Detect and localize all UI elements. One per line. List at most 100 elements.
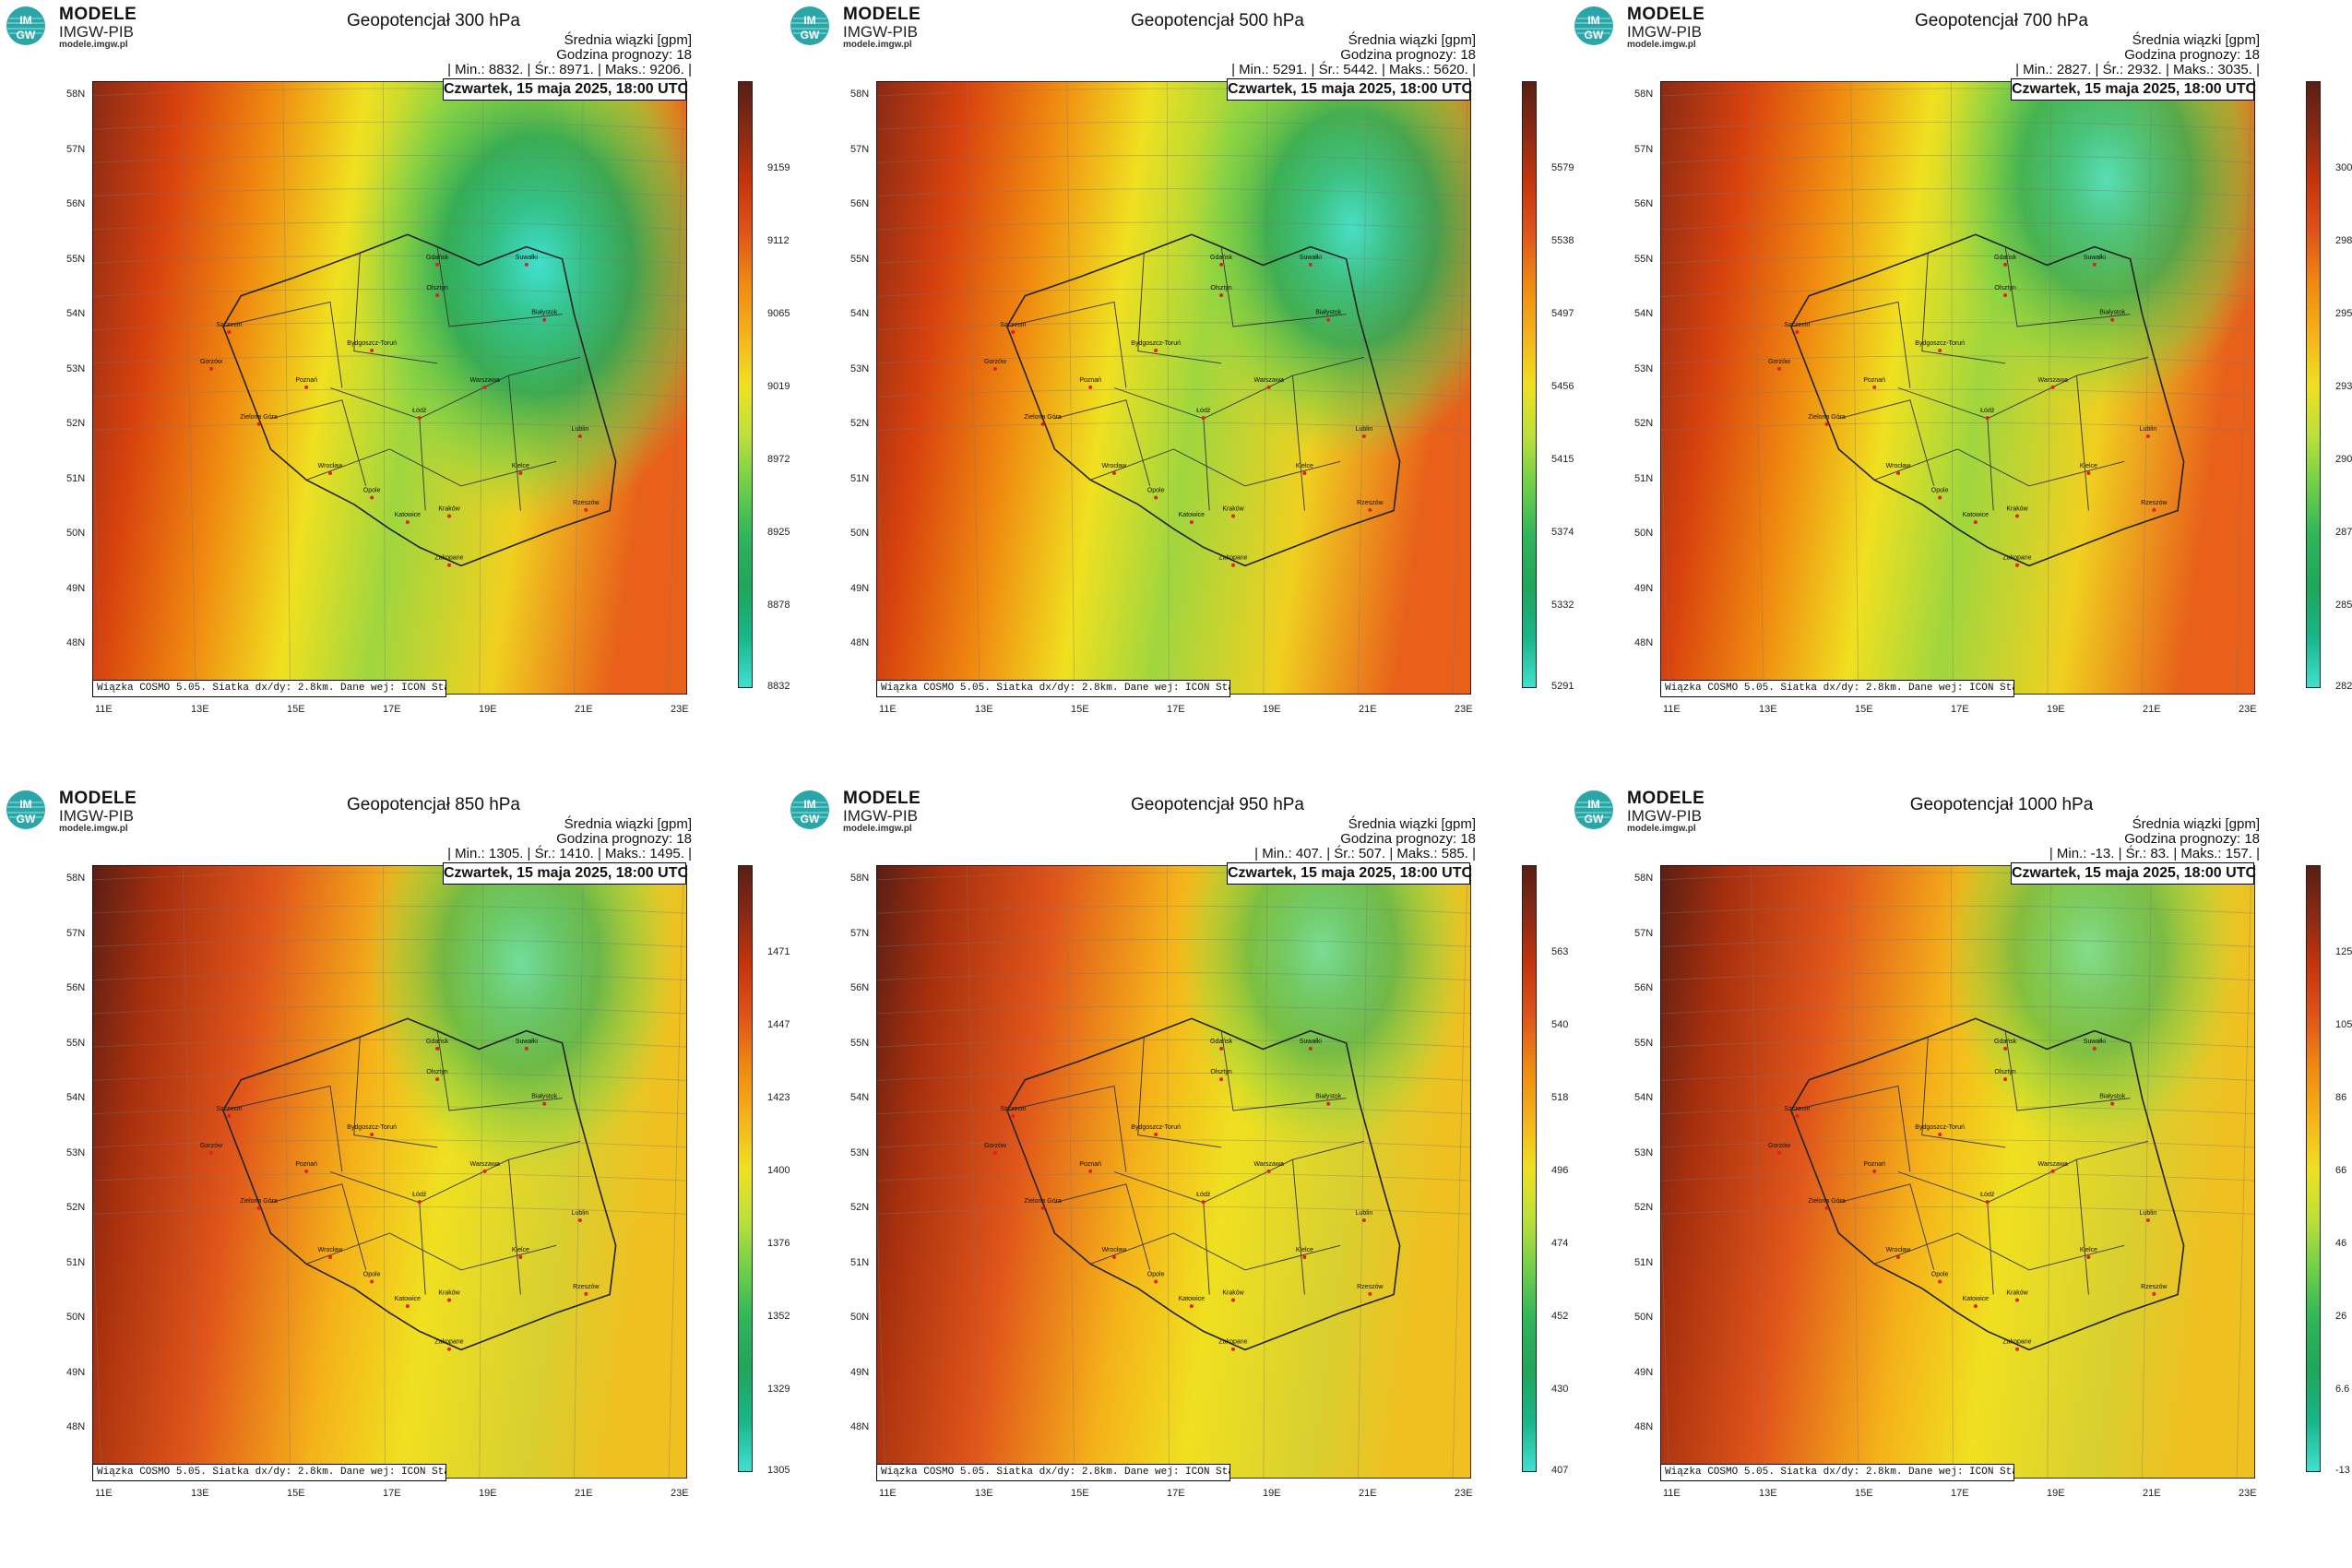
logo-bottom-text: GW	[801, 29, 820, 42]
lat-tick-label: 50N	[66, 528, 86, 539]
brand-block: MODELE IMGW-PIB modele.imgw.pl	[843, 790, 921, 834]
city-marker: Lublin	[572, 426, 589, 439]
city-label: Olsztyn	[426, 285, 447, 291]
lat-tick-label: 56N	[850, 198, 870, 209]
logo-top-text: IM	[1587, 14, 1599, 27]
city-marker: Rzeszów	[2141, 500, 2168, 512]
low-pressure-center	[364, 865, 677, 1179]
country-border	[1790, 1017, 2185, 1351]
city-label: Szczecin	[216, 1106, 242, 1112]
city-marker: Olsztyn	[426, 1069, 448, 1082]
city-dot	[1896, 1254, 1900, 1259]
city-dot	[1326, 1101, 1331, 1106]
city-marker: Wrocław	[1886, 1247, 1911, 1259]
brand-line2: IMGW-PIB	[1627, 806, 1702, 825]
imgw-logo-icon: IM GW	[790, 6, 829, 45]
region-border	[1790, 1085, 1911, 1172]
colorbar-label: 26	[2335, 1311, 2347, 1322]
brand-url: modele.imgw.pl	[843, 39, 912, 50]
logo-bottom-text: GW	[801, 813, 820, 826]
region-border	[2004, 246, 2131, 327]
region-border	[1220, 246, 1347, 327]
colorbar-label: 2905	[2335, 454, 2352, 465]
colorbar-label: 9065	[767, 308, 790, 319]
city-label: Lublin	[572, 426, 589, 433]
stats-line: | Min.: 2827. | Śr.: 2932. | Maks.: 3035…	[2015, 61, 2260, 77]
lon-tick-label: 19E	[2047, 704, 2065, 715]
city-marker: Katowice	[395, 512, 421, 525]
city-label: Poznań	[295, 377, 317, 384]
city-label: Białystok	[531, 310, 558, 316]
region-border	[1006, 1085, 1127, 1172]
city-label: Kielce	[512, 1247, 529, 1253]
region-border	[353, 253, 438, 364]
city-label: Łódź	[412, 408, 427, 414]
lat-tick-label: 55N	[66, 253, 86, 265]
city-label: Suwałki	[1300, 1039, 1323, 1045]
city-marker: Kielce	[2080, 463, 2097, 475]
lon-tick-label: 19E	[479, 704, 497, 715]
city-dot	[2015, 1298, 2019, 1302]
city-marker: Gdańsk	[426, 1039, 449, 1051]
city-dot	[1361, 434, 1366, 439]
city-label: Łódź	[1196, 408, 1211, 414]
lat-tick-label: 53N	[1634, 1146, 1654, 1158]
city-dot	[209, 366, 213, 371]
city-marker: Poznań	[295, 1161, 317, 1173]
city-marker: Zakopane	[1218, 555, 1248, 567]
city-marker: Opole	[1931, 488, 1949, 500]
city-marker: Kraków	[1222, 506, 1245, 518]
city-marker: Lublin	[572, 1210, 589, 1223]
brand-line2: IMGW-PIB	[1627, 22, 1702, 41]
colorbar	[1522, 81, 1537, 688]
stats-header: Średnia wiązki [gpm]	[564, 816, 692, 832]
lat-tick-label: 50N	[1634, 1312, 1654, 1323]
city-label: Gdańsk	[1210, 1039, 1233, 1045]
region-border	[1292, 1159, 1305, 1295]
lon-tick-label: 23E	[671, 704, 689, 715]
lon-tick-label: 23E	[2239, 704, 2257, 715]
colorbar-label: 9112	[767, 235, 790, 246]
model-footer: Wiązka COSMO 5.05. Siatka dx/dy: 2.8km. …	[876, 1464, 1230, 1481]
city-marker: Opole	[363, 488, 381, 500]
brand-line2: IMGW-PIB	[59, 22, 134, 41]
logo-top-text: IM	[19, 798, 31, 811]
lat-tick-label: 49N	[850, 1366, 870, 1378]
brand-line1: MODELE	[843, 789, 921, 808]
city-label: Lublin	[572, 1210, 589, 1217]
lat-tick-label: 50N	[1634, 528, 1654, 539]
forecast-hour: Godzina prognozy: 18	[556, 830, 692, 847]
brand-block: MODELE IMGW-PIB modele.imgw.pl	[1627, 6, 1705, 50]
city-marker: Zakopane	[2002, 1339, 2032, 1351]
stats-block: Średnia wiązki [gpm] Godzina prognozy: 1…	[447, 33, 692, 77]
city-marker: Opole	[1147, 1272, 1165, 1284]
city-dot	[435, 262, 440, 267]
stats-line: | Min.: 1305. | Śr.: 1410. | Maks.: 1495…	[447, 845, 692, 861]
panel-title: Geopotencjał 950 hPa	[1130, 795, 1305, 814]
lon-tick-label: 21E	[2143, 704, 2161, 715]
city-dot	[1112, 1254, 1116, 1259]
city-dot	[1219, 293, 1224, 298]
colorbar-label: 518	[1551, 1092, 1569, 1103]
city-marker: Zielona Góra	[1808, 414, 1846, 426]
city-marker: Łódź	[1196, 408, 1211, 421]
colorbar	[2306, 81, 2321, 688]
city-dot	[1824, 1206, 1829, 1210]
city-dot	[370, 495, 374, 500]
lat-lon-grid	[92, 81, 687, 695]
geopotential-map: Gdańsk Olsztyn Suwałki Białystok Szczecin Byd…	[1660, 81, 2255, 695]
lon-tick-label: 11E	[95, 704, 113, 715]
city-label: Gdańsk	[1994, 1039, 2017, 1045]
city-dot	[1040, 422, 1045, 426]
region-border	[508, 375, 521, 511]
region-border	[419, 418, 426, 511]
city-label: Gorzów	[1768, 1143, 1791, 1149]
region-border	[1090, 1232, 1341, 1271]
city-label: Rzeszów	[2141, 1284, 2168, 1290]
city-label: Wrocław	[318, 463, 344, 469]
city-marker: Kielce	[512, 463, 529, 475]
lat-tick-label: 48N	[1634, 1421, 1654, 1432]
lon-tick-label: 21E	[575, 1488, 593, 1499]
lon-tick-label: 17E	[383, 704, 401, 715]
city-dot	[370, 1279, 374, 1284]
